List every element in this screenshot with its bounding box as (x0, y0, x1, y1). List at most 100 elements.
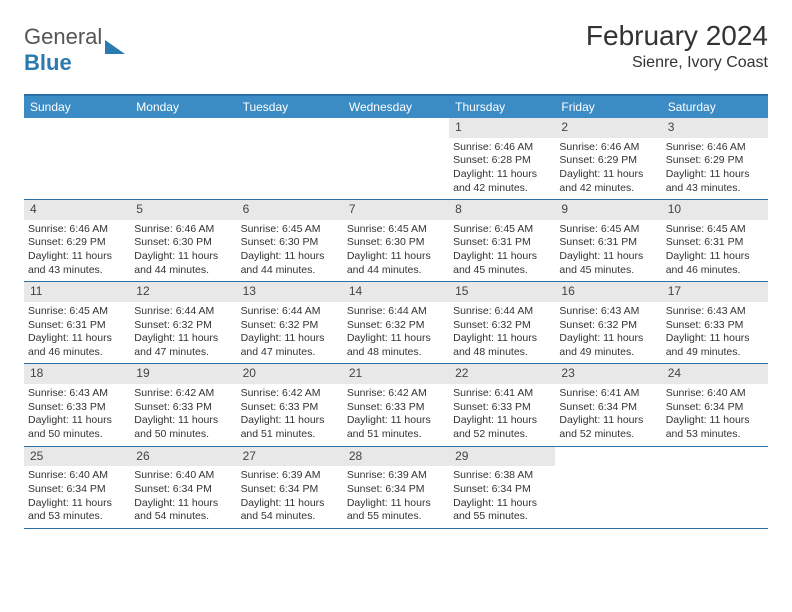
day-cell: 21Sunrise: 6:42 AMSunset: 6:33 PMDayligh… (343, 364, 449, 445)
logo-text-general: General (24, 24, 102, 49)
week-row: 25Sunrise: 6:40 AMSunset: 6:34 PMDayligh… (24, 447, 768, 529)
day-number: 17 (662, 282, 768, 302)
day-cell: 7Sunrise: 6:45 AMSunset: 6:30 PMDaylight… (343, 200, 449, 281)
day-number: 13 (237, 282, 343, 302)
day-cell (24, 118, 130, 199)
sunrise-text: Sunrise: 6:41 AM (559, 387, 657, 401)
daylight-text: Daylight: 11 hours and 55 minutes. (347, 497, 445, 524)
day-number: 27 (237, 447, 343, 467)
day-cell (237, 118, 343, 199)
daylight-text: Daylight: 11 hours and 45 minutes. (453, 250, 551, 277)
daylight-text: Daylight: 11 hours and 42 minutes. (453, 168, 551, 195)
sunrise-text: Sunrise: 6:46 AM (453, 141, 551, 155)
day-cell (555, 447, 661, 528)
sunset-text: Sunset: 6:31 PM (559, 236, 657, 250)
day-number: 12 (130, 282, 236, 302)
sunrise-text: Sunrise: 6:45 AM (28, 305, 126, 319)
sunset-text: Sunset: 6:34 PM (134, 483, 232, 497)
dow-cell: Friday (555, 96, 661, 118)
day-number: 14 (343, 282, 449, 302)
sunset-text: Sunset: 6:34 PM (347, 483, 445, 497)
day-number: 25 (24, 447, 130, 467)
day-number: 26 (130, 447, 236, 467)
day-number: 16 (555, 282, 661, 302)
week-row: 11Sunrise: 6:45 AMSunset: 6:31 PMDayligh… (24, 282, 768, 364)
daylight-text: Daylight: 11 hours and 49 minutes. (666, 332, 764, 359)
dow-cell: Thursday (449, 96, 555, 118)
day-number: 19 (130, 364, 236, 384)
daylight-text: Daylight: 11 hours and 52 minutes. (453, 414, 551, 441)
daylight-text: Daylight: 11 hours and 50 minutes. (134, 414, 232, 441)
sunrise-text: Sunrise: 6:45 AM (559, 223, 657, 237)
dow-cell: Saturday (662, 96, 768, 118)
daylight-text: Daylight: 11 hours and 45 minutes. (559, 250, 657, 277)
sunset-text: Sunset: 6:34 PM (559, 401, 657, 415)
daylight-text: Daylight: 11 hours and 51 minutes. (347, 414, 445, 441)
sunrise-text: Sunrise: 6:44 AM (134, 305, 232, 319)
dow-cell: Tuesday (237, 96, 343, 118)
sunset-text: Sunset: 6:31 PM (28, 319, 126, 333)
sunset-text: Sunset: 6:32 PM (241, 319, 339, 333)
day-number: 2 (555, 118, 661, 138)
day-cell: 9 Sunrise: 6:45 AMSunset: 6:31 PMDaylight… (555, 200, 661, 281)
dow-cell: Wednesday (343, 96, 449, 118)
day-number (130, 118, 236, 138)
daylight-text: Daylight: 11 hours and 43 minutes. (28, 250, 126, 277)
day-cell: 1Sunrise: 6:46 AMSunset: 6:28 PMDaylight… (449, 118, 555, 199)
sunrise-text: Sunrise: 6:40 AM (666, 387, 764, 401)
week-row: 18Sunrise: 6:43 AMSunset: 6:33 PMDayligh… (24, 364, 768, 446)
day-number: 7 (343, 200, 449, 220)
daylight-text: Daylight: 11 hours and 48 minutes. (453, 332, 551, 359)
sunrise-text: Sunrise: 6:45 AM (666, 223, 764, 237)
day-number: 1 (449, 118, 555, 138)
day-cell: 4Sunrise: 6:46 AMSunset: 6:29 PMDaylight… (24, 200, 130, 281)
sunrise-text: Sunrise: 6:43 AM (28, 387, 126, 401)
day-number: 21 (343, 364, 449, 384)
sunset-text: Sunset: 6:30 PM (134, 236, 232, 250)
logo: General Blue (24, 24, 125, 76)
dow-cell: Sunday (24, 96, 130, 118)
day-cell: 15Sunrise: 6:44 AMSunset: 6:32 PMDayligh… (449, 282, 555, 363)
daylight-text: Daylight: 11 hours and 47 minutes. (134, 332, 232, 359)
day-cell: 27Sunrise: 6:39 AMSunset: 6:34 PMDayligh… (237, 447, 343, 528)
day-number: 28 (343, 447, 449, 467)
daylight-text: Daylight: 11 hours and 55 minutes. (453, 497, 551, 524)
daylight-text: Daylight: 11 hours and 43 minutes. (666, 168, 764, 195)
day-cell: 3Sunrise: 6:46 AMSunset: 6:29 PMDaylight… (662, 118, 768, 199)
day-cell: 10Sunrise: 6:45 AMSunset: 6:31 PMDayligh… (662, 200, 768, 281)
day-cell: 26Sunrise: 6:40 AMSunset: 6:34 PMDayligh… (130, 447, 236, 528)
daylight-text: Daylight: 11 hours and 54 minutes. (134, 497, 232, 524)
day-cell: 17Sunrise: 6:43 AMSunset: 6:33 PMDayligh… (662, 282, 768, 363)
daylight-text: Daylight: 11 hours and 50 minutes. (28, 414, 126, 441)
day-cell: 6Sunrise: 6:45 AMSunset: 6:30 PMDaylight… (237, 200, 343, 281)
day-cell: 14Sunrise: 6:44 AMSunset: 6:32 PMDayligh… (343, 282, 449, 363)
day-number (24, 118, 130, 138)
week-row: 4Sunrise: 6:46 AMSunset: 6:29 PMDaylight… (24, 200, 768, 282)
daylight-text: Daylight: 11 hours and 53 minutes. (666, 414, 764, 441)
sunset-text: Sunset: 6:32 PM (347, 319, 445, 333)
day-cell: 20Sunrise: 6:42 AMSunset: 6:33 PMDayligh… (237, 364, 343, 445)
sunrise-text: Sunrise: 6:44 AM (453, 305, 551, 319)
day-number: 3 (662, 118, 768, 138)
day-cell: 29Sunrise: 6:38 AMSunset: 6:34 PMDayligh… (449, 447, 555, 528)
sunset-text: Sunset: 6:33 PM (666, 319, 764, 333)
sunset-text: Sunset: 6:33 PM (134, 401, 232, 415)
calendar: SundayMondayTuesdayWednesdayThursdayFrid… (24, 94, 768, 529)
daylight-text: Daylight: 11 hours and 53 minutes. (28, 497, 126, 524)
day-cell: 22Sunrise: 6:41 AMSunset: 6:33 PMDayligh… (449, 364, 555, 445)
daylight-text: Daylight: 11 hours and 46 minutes. (666, 250, 764, 277)
daylight-text: Daylight: 11 hours and 49 minutes. (559, 332, 657, 359)
day-number: 10 (662, 200, 768, 220)
daylight-text: Daylight: 11 hours and 48 minutes. (347, 332, 445, 359)
daylight-text: Daylight: 11 hours and 44 minutes. (134, 250, 232, 277)
day-number: 9 (555, 200, 661, 220)
sunset-text: Sunset: 6:29 PM (666, 154, 764, 168)
daylight-text: Daylight: 11 hours and 44 minutes. (241, 250, 339, 277)
month-title: February 2024 (586, 20, 768, 52)
sunset-text: Sunset: 6:29 PM (559, 154, 657, 168)
day-number: 24 (662, 364, 768, 384)
sunset-text: Sunset: 6:33 PM (347, 401, 445, 415)
day-cell: 28Sunrise: 6:39 AMSunset: 6:34 PMDayligh… (343, 447, 449, 528)
header: General Blue February 2024 Sienre, Ivory… (24, 20, 768, 76)
sunset-text: Sunset: 6:34 PM (241, 483, 339, 497)
